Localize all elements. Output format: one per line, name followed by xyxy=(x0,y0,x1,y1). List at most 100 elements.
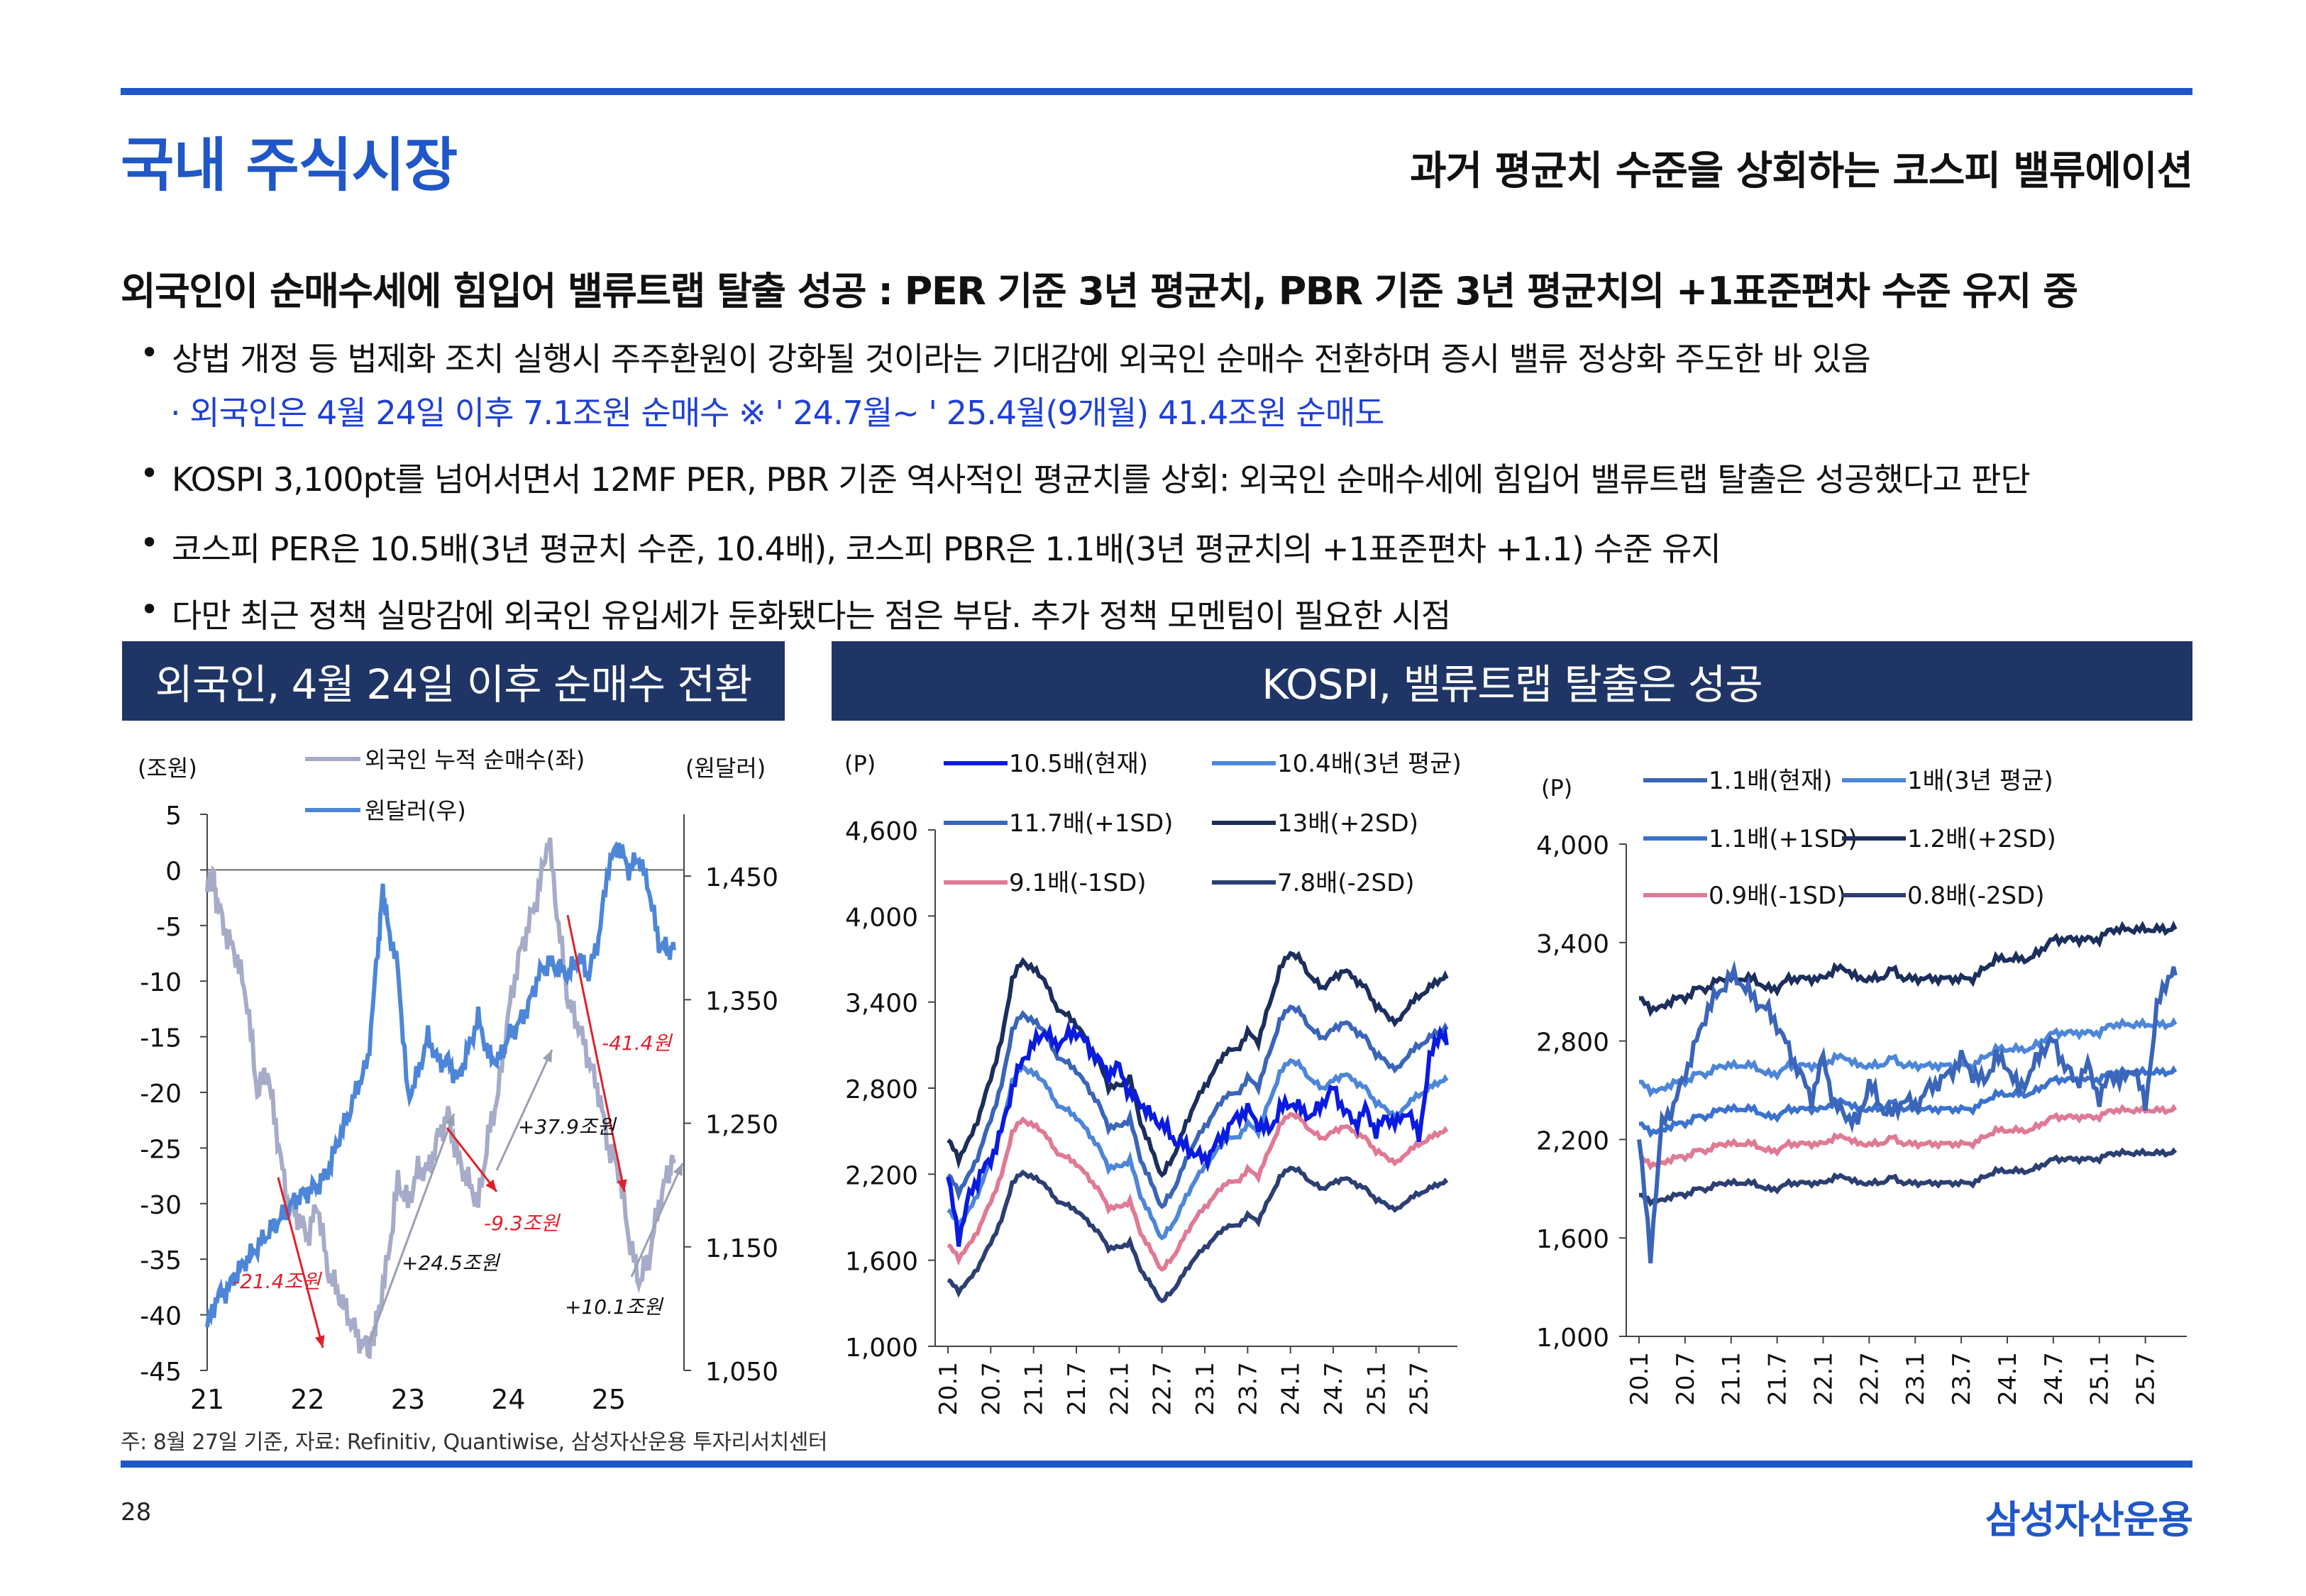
page-subtitle: 과거 평균치 수준을 상회하는 코스피 밸류에이션 xyxy=(1410,148,2193,194)
section-title: 국내 주식시장 xyxy=(121,132,458,199)
pbr-y-tick-label: 1,000 xyxy=(1536,1324,1609,1353)
left-tick-label: -10 xyxy=(140,968,182,997)
headline: 외국인이 순매수세에 힘입어 밸류트랩 탈출 성공 : PER 기준 3년 평균… xyxy=(121,269,2078,314)
per-y-tick-label: 4,600 xyxy=(845,817,918,846)
pbr-legend-label: 1.2배(+2SD) xyxy=(1907,825,2056,853)
per-y-tick-label: 1,600 xyxy=(845,1248,918,1277)
annotation-arrowhead xyxy=(445,1114,455,1126)
right-tick-label: 1,150 xyxy=(705,1234,778,1263)
pbr-legend-label: 0.8배(-2SD) xyxy=(1907,882,2045,910)
pbr-x-tick-label: 24.7 xyxy=(2040,1352,2068,1406)
per-y-tick-label: 3,400 xyxy=(845,990,918,1019)
per-band-line xyxy=(947,1058,1449,1241)
left-tick-label: -20 xyxy=(140,1080,182,1109)
bullet-2: KOSPI 3,100pt를 넘어서면서 12MF PER, PBR 기준 역사… xyxy=(140,454,2031,501)
per-x-tick-label: 22.7 xyxy=(1149,1362,1177,1416)
pbr-band-line xyxy=(1638,920,2178,1017)
per-y-tick-label: 1,000 xyxy=(845,1334,918,1363)
right-tick-label: 1,450 xyxy=(705,863,778,892)
legend-label-krw: 원달러(우) xyxy=(365,797,466,824)
annotation-label: -41.4원 xyxy=(602,1031,673,1055)
pbr-x-tick-label: 21.7 xyxy=(1764,1352,1792,1406)
per-legend-label: 13배(+2SD) xyxy=(1277,809,1418,838)
right-panel-title: KOSPI, 밸류트랩 탈출은 성공 xyxy=(832,641,2192,721)
pbr-x-tick-label: 25.7 xyxy=(2132,1352,2161,1406)
foreign-net-buying-line xyxy=(205,837,676,1359)
per-x-tick-label: 22.1 xyxy=(1105,1362,1134,1416)
annotation-arrowhead xyxy=(673,1163,683,1176)
pbr-legend-label: 1.1배(현재) xyxy=(1709,767,1832,795)
x-tick-label: 23 xyxy=(391,1384,425,1415)
per-x-tick-label: 25.7 xyxy=(1406,1362,1434,1416)
footnote: 주: 8월 27일 기준, 자료: Refinitiv, Quantiwise,… xyxy=(121,1430,828,1455)
pbr-band-line xyxy=(1638,1065,2178,1138)
annotation-arrowhead xyxy=(315,1335,325,1348)
pbr-x-tick-label: 21.1 xyxy=(1718,1352,1746,1406)
annotation-arrow xyxy=(630,1163,684,1278)
pbr-unit-label: (P) xyxy=(1541,775,1572,802)
krw-usd-line xyxy=(205,841,676,1328)
x-tick-label: 21 xyxy=(190,1384,224,1415)
per-unit-label: (P) xyxy=(844,750,876,777)
annotation-arrow xyxy=(277,1177,324,1348)
pbr-band-line xyxy=(1638,1104,2178,1171)
annotation-label: +10.1조원 xyxy=(565,1295,664,1319)
right-tick-label: 1,250 xyxy=(705,1111,778,1140)
pbr-band-line xyxy=(1638,1016,2178,1098)
pbr-band-line xyxy=(1638,1147,2178,1207)
annotation-label: +24.5조원 xyxy=(402,1251,501,1275)
left-tick-label: 0 xyxy=(165,857,182,886)
pbr-x-tick-label: 23.1 xyxy=(1902,1352,1930,1406)
bullet-3: 코스피 PER은 10.5배(3년 평균치 수준, 10.4배), 코스피 PB… xyxy=(140,523,1721,570)
right-tick-label: 1,350 xyxy=(705,987,778,1016)
left-tick-label: -15 xyxy=(140,1024,182,1053)
per-x-tick-label: 21.7 xyxy=(1063,1362,1091,1416)
annotation-arrow xyxy=(566,914,626,1192)
per-x-tick-label: 24.1 xyxy=(1277,1362,1306,1416)
right-tick-label: 1,050 xyxy=(705,1358,778,1387)
per-legend-label: 10.4배(3년 평균) xyxy=(1277,750,1462,778)
annotation-arrowhead xyxy=(542,1050,552,1063)
right-unit-label: (원달러) xyxy=(685,755,766,782)
pbr-legend-label: 1.1배(+1SD) xyxy=(1709,825,1858,853)
per-legend-label: 10.5배(현재) xyxy=(1009,750,1148,778)
left-tick-label: -5 xyxy=(156,913,182,942)
annotation-arrow xyxy=(495,1049,553,1171)
pbr-y-tick-label: 2,200 xyxy=(1536,1126,1609,1156)
pbr-y-tick-label: 1,600 xyxy=(1536,1225,1609,1254)
left-tick-label: -25 xyxy=(140,1135,182,1164)
legend-label-foreign: 외국인 누적 순매수(좌) xyxy=(365,746,585,773)
pbr-y-tick-label: 2,800 xyxy=(1536,1029,1609,1058)
pbr-x-tick-label: 25.1 xyxy=(2086,1352,2114,1406)
per-legend-label: 9.1배(-1SD) xyxy=(1009,869,1147,897)
annotation-label: +37.9조원 xyxy=(518,1115,617,1138)
bullet-1: 상법 개정 등 법제화 조치 실행시 주주환원이 강화될 것이라는 기대감에 외… xyxy=(140,333,1871,380)
pbr-index-line xyxy=(1637,960,2178,1264)
per-legend-label: 11.7배(+1SD) xyxy=(1009,809,1173,838)
page-number: 28 xyxy=(121,1498,152,1526)
bullet-4: 다만 최근 정책 실망감에 외국인 유입세가 둔화됐다는 점은 부담. 추가 정… xyxy=(140,590,1451,637)
left-panel-title: 외국인, 4월 24일 이후 순매수 전환 xyxy=(122,641,785,721)
per-x-tick-label: 25.1 xyxy=(1362,1362,1391,1416)
left-tick-label: -40 xyxy=(140,1302,182,1331)
left-unit-label: (조원) xyxy=(138,755,197,782)
pbr-x-tick-label: 22.7 xyxy=(1855,1352,1884,1406)
per-band-line xyxy=(947,1112,1449,1273)
pbr-legend-label: 0.9배(-1SD) xyxy=(1709,882,1846,910)
per-band-line xyxy=(947,1165,1449,1304)
pbr-legend-label: 1배(3년 평균) xyxy=(1907,767,2053,795)
per-index-line xyxy=(946,1020,1449,1247)
annotation-arrow xyxy=(446,1127,498,1192)
per-legend-label: 7.8배(-2SD) xyxy=(1277,869,1415,897)
per-y-tick-label: 2,800 xyxy=(845,1075,918,1104)
annotation-label: -9.3조원 xyxy=(484,1212,561,1235)
per-y-tick-label: 2,200 xyxy=(845,1161,918,1190)
pbr-y-tick-label: 3,400 xyxy=(1536,930,1609,959)
bottom-rule xyxy=(121,1461,2192,1468)
x-tick-label: 24 xyxy=(491,1384,525,1415)
annotation-arrowhead xyxy=(485,1179,497,1192)
pbr-x-tick-label: 22.1 xyxy=(1809,1352,1838,1406)
left-tick-label: -30 xyxy=(140,1191,182,1220)
left-tick-label: -35 xyxy=(140,1246,182,1275)
